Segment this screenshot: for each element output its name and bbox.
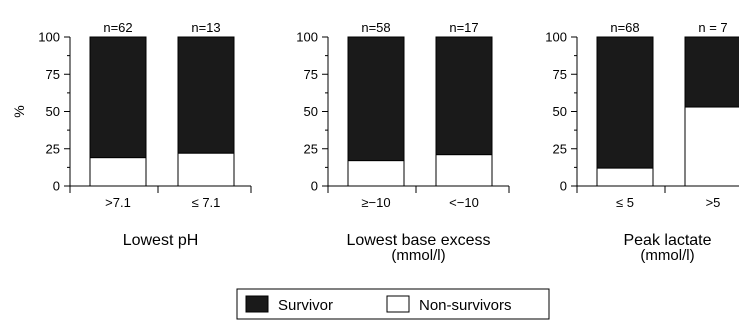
chart-panel-1: 0 25 50 75 100% n=62 >7.1 n=13 ≤ 7.1 Lowest pH	[11, 20, 252, 249]
chart-panel-2: 0 25 50 75 100 n=58 ≥−10 n=17 <−10 Lowest base ex…	[296, 20, 510, 264]
n-label: n=68	[610, 20, 639, 35]
panel-title: Lowest base excess	[346, 232, 490, 249]
panel-title: Lowest pH	[123, 232, 199, 249]
y-tick-label: 100	[38, 30, 60, 45]
panel-subtitle: (mmol/l)	[391, 247, 445, 264]
n-label: n=62	[103, 20, 132, 35]
chart-panel-3: 0 25 50 75 100 n=68 ≤ 5 n = 7 >5 Peak lactate(mmo…	[545, 20, 739, 264]
y-tick-label: 75	[46, 67, 60, 82]
y-tick-label: 50	[46, 104, 60, 119]
bar-non-survivors	[435, 154, 493, 187]
n-label: n = 7	[698, 20, 727, 35]
legend-swatch-non-survivors	[386, 295, 410, 313]
bar-non-survivors	[347, 160, 405, 187]
y-tick-label: 75	[553, 67, 567, 82]
y-tick-label: 100	[545, 30, 567, 45]
x-tick-label: >7.1	[105, 195, 131, 210]
y-tick-label: 25	[553, 141, 567, 156]
bar-non-survivors	[177, 152, 235, 187]
bar-survivor	[177, 36, 235, 154]
legend: Survivor Non-survivors	[236, 288, 550, 320]
y-tick-label: 50	[553, 104, 567, 119]
bar-survivor	[684, 36, 739, 108]
panel-subtitle: (mmol/l)	[640, 247, 694, 264]
y-tick-label: 100	[296, 30, 318, 45]
bar-survivor	[347, 36, 405, 162]
bar-non-survivors	[684, 106, 739, 187]
y-tick-label: 75	[304, 67, 318, 82]
y-tick-label: 50	[304, 104, 318, 119]
y-tick-label: 0	[53, 179, 60, 194]
legend-label-non-survivors: Non-survivors	[419, 297, 512, 314]
bar-non-survivors	[89, 157, 147, 187]
y-tick-label: 0	[560, 179, 567, 194]
bar-survivor	[89, 36, 147, 159]
x-tick-label: ≤ 7.1	[192, 195, 221, 210]
y-tick-label: 25	[304, 141, 318, 156]
y-axis-label: %	[11, 105, 27, 117]
y-tick-label: 0	[311, 179, 318, 194]
legend-label-survivor: Survivor	[278, 297, 333, 314]
bar-non-survivors	[596, 167, 654, 187]
n-label: n=58	[361, 20, 390, 35]
x-tick-label: ≥−10	[361, 195, 390, 210]
y-tick-label: 25	[46, 141, 60, 156]
legend-swatch-survivor	[245, 295, 269, 313]
bar-survivor	[435, 36, 493, 156]
chart-panels: 0 25 50 75 100% n=62 >7.1 n=13 ≤ 7.1 Lowest pH 0 25…	[11, 20, 739, 264]
x-tick-label: <−10	[449, 195, 479, 210]
x-tick-label: ≤ 5	[616, 195, 634, 210]
panel-title: Peak lactate	[623, 232, 711, 249]
bar-survivor	[596, 36, 654, 169]
n-label: n=13	[191, 20, 220, 35]
x-tick-label: >5	[706, 195, 721, 210]
n-label: n=17	[449, 20, 478, 35]
